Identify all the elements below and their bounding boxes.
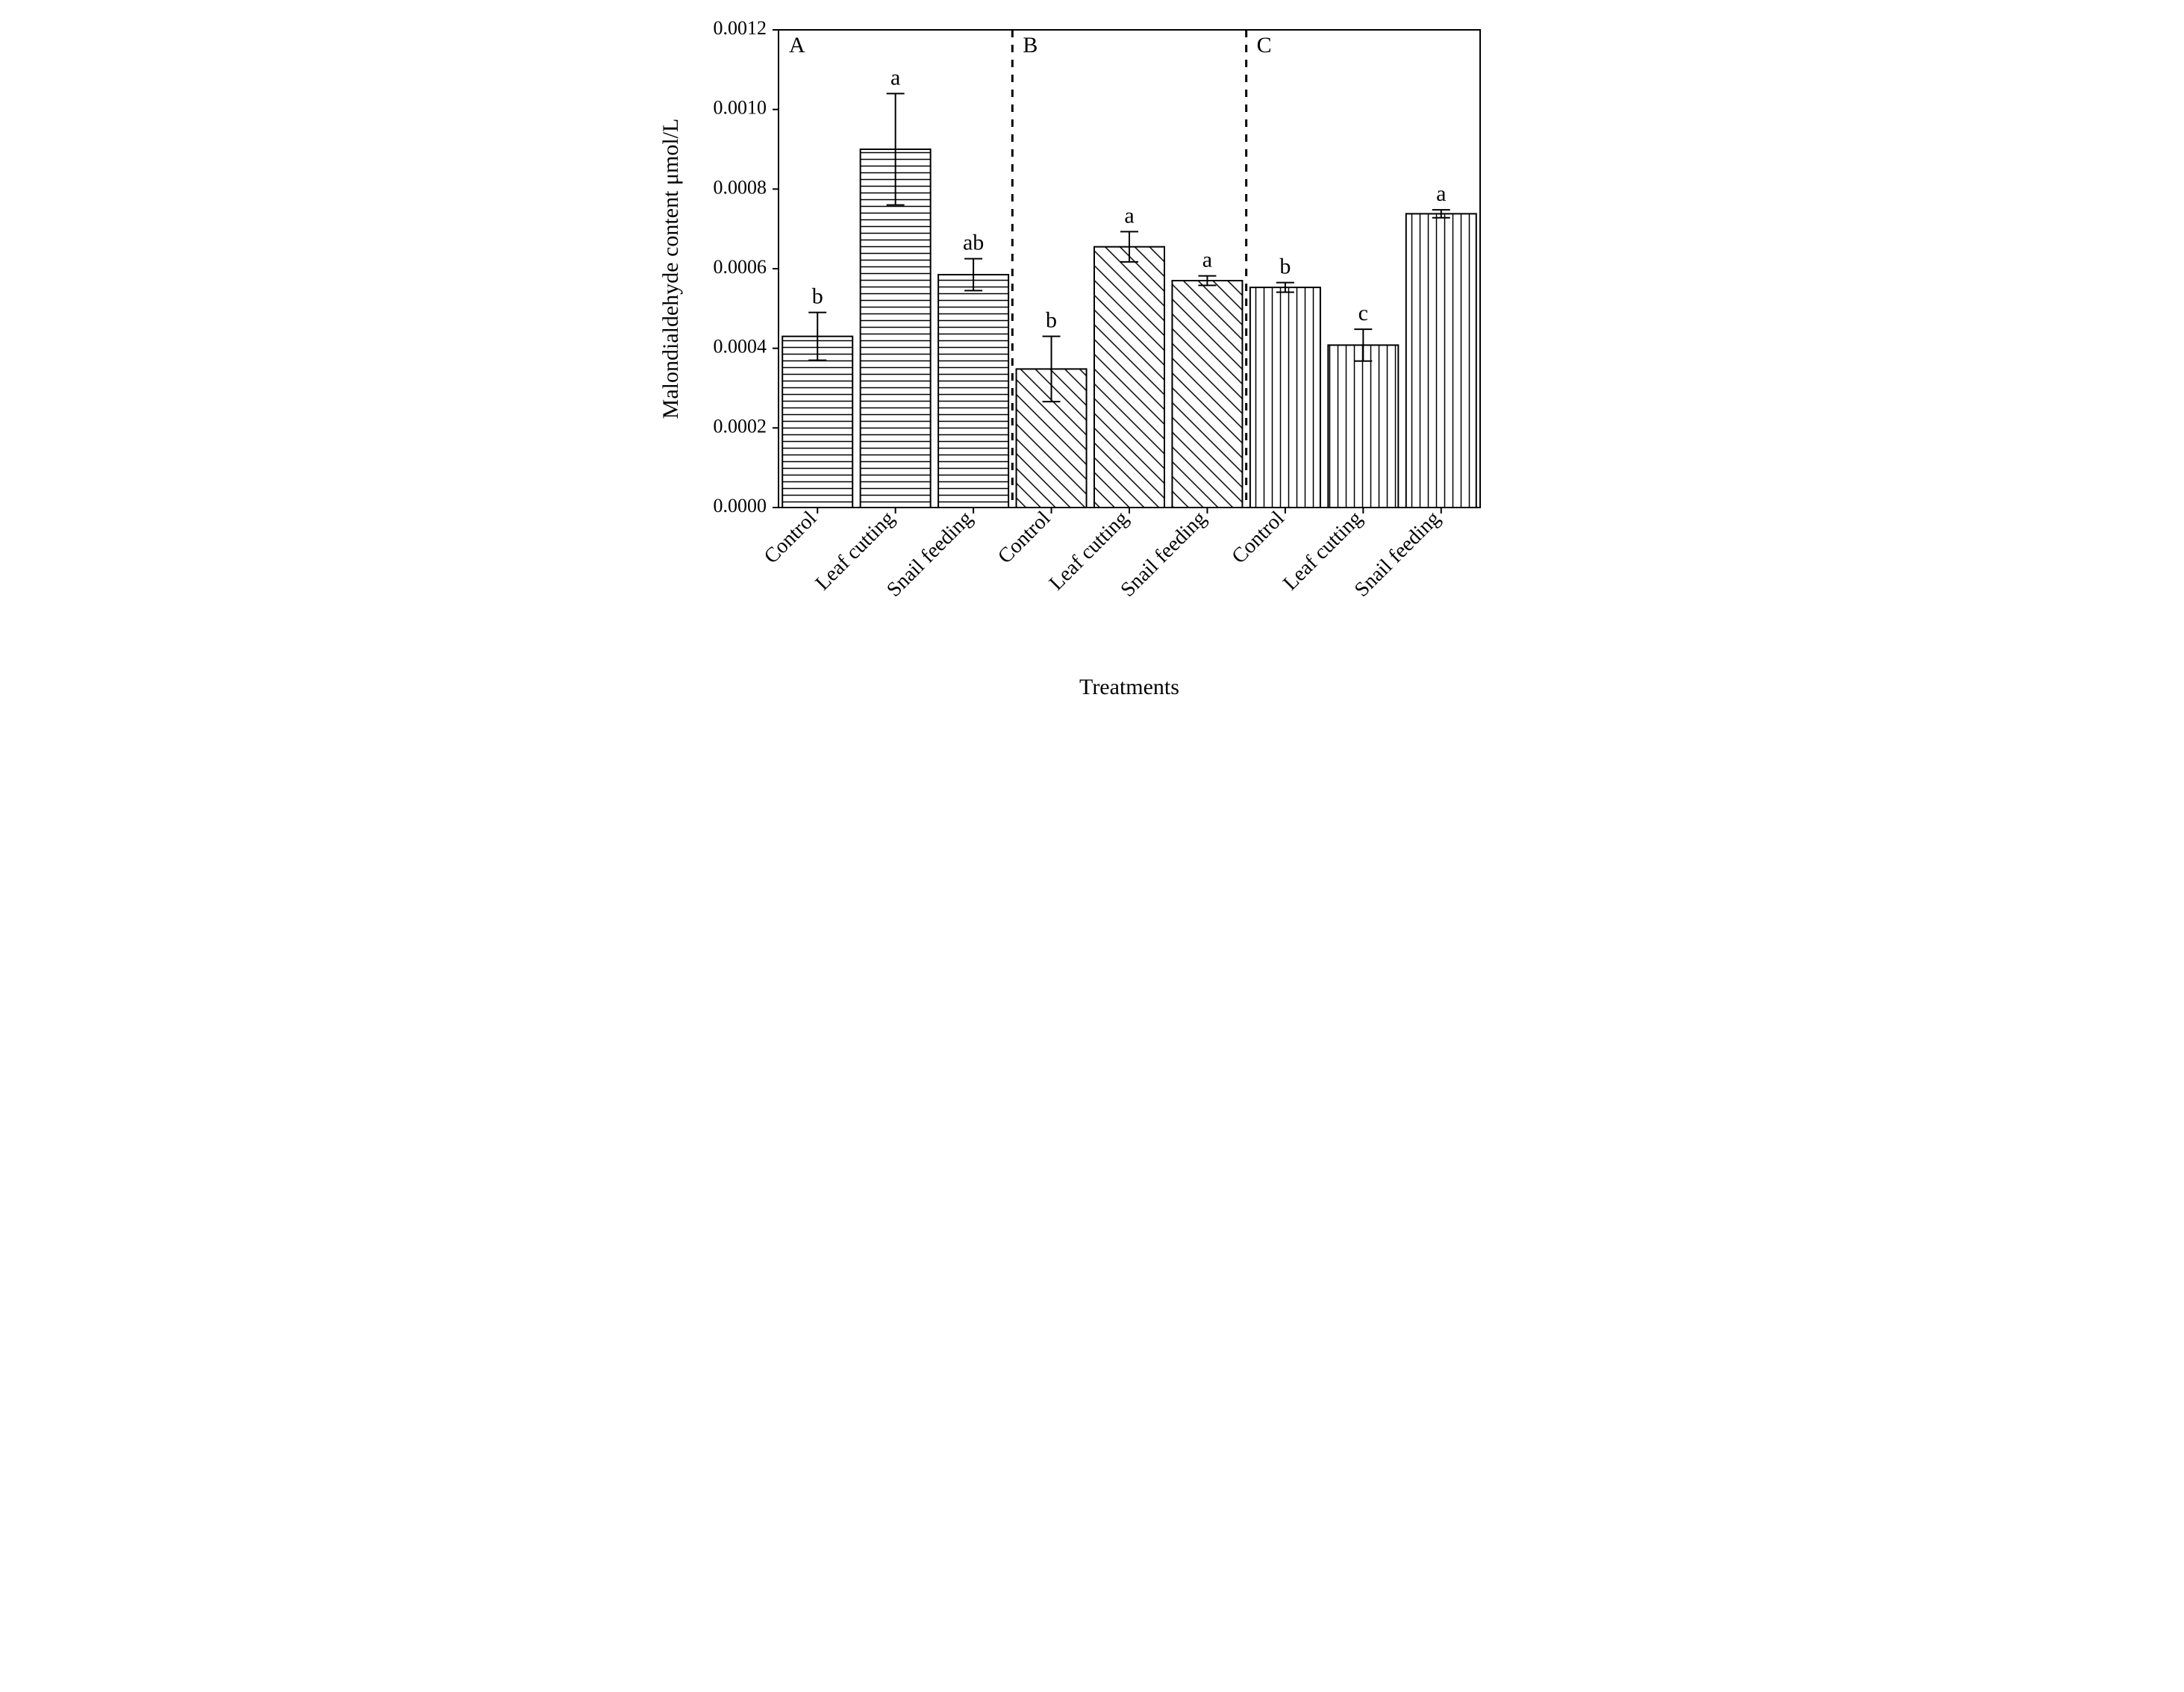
significance-label: c <box>1358 301 1368 325</box>
mda-bar-chart: 0.0000 0.0002 0.0004 0.0006 0.0008 0.0010 0.00… <box>644 15 1540 709</box>
significance-label: b <box>1046 308 1057 333</box>
y-tick-label: 0.0006 <box>714 256 767 278</box>
panel-label: A <box>789 33 805 57</box>
x-axis-label: Treatments <box>1079 675 1179 699</box>
significance-label: a <box>1124 203 1134 228</box>
bar-C-2 <box>1406 213 1476 508</box>
y-tick-label: 0.0012 <box>714 17 767 39</box>
y-tick-label: 0.0002 <box>714 415 767 437</box>
panel-label: C <box>1257 33 1272 57</box>
y-tick-label: 0.0010 <box>714 97 767 119</box>
significance-label: b <box>1279 255 1291 279</box>
y-tick-label: 0.0000 <box>714 495 767 516</box>
bar-A-0 <box>782 337 852 508</box>
significance-label: ab <box>963 231 984 255</box>
bar-B-2 <box>1172 281 1242 508</box>
significance-label: a <box>890 65 900 90</box>
bar-B-1 <box>1094 247 1164 508</box>
y-axis-label: Malondialdehyde content μmol/L <box>658 119 683 419</box>
significance-label: b <box>812 284 823 309</box>
bar-C-1 <box>1328 345 1398 508</box>
significance-label: a <box>1436 181 1446 206</box>
y-tick-label: 0.0004 <box>714 336 767 358</box>
panel-label: B <box>1023 33 1038 57</box>
y-tick-label: 0.0008 <box>714 176 767 198</box>
bar-A-2 <box>938 275 1008 508</box>
bar-C-0 <box>1250 287 1320 508</box>
chart-svg: 0.0000 0.0002 0.0004 0.0006 0.0008 0.0010 0.00… <box>644 15 1540 709</box>
significance-label: a <box>1202 248 1212 272</box>
